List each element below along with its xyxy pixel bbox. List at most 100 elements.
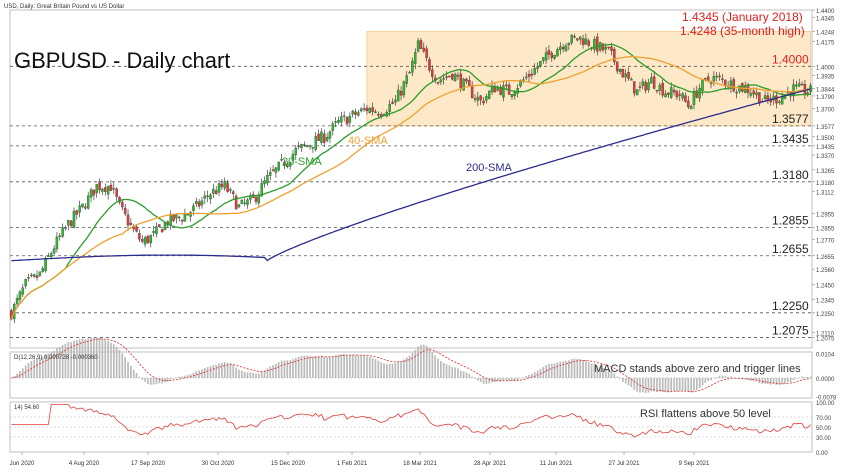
- candle-body: [357, 112, 360, 116]
- candle-body: [206, 195, 209, 198]
- candle-body: [368, 108, 371, 113]
- candle-body: [89, 189, 93, 198]
- candle-body: [101, 188, 104, 192]
- right-tick-label: 1.3844: [816, 87, 835, 93]
- right-tick-label: 1.4000: [816, 65, 835, 71]
- candle-body: [482, 100, 485, 104]
- candle-body: [226, 182, 229, 192]
- candle-body: [428, 59, 431, 71]
- candle-body: [391, 101, 394, 104]
- level-label-1.3180: 1.3180: [772, 168, 809, 182]
- x-tick-label: 4 Aug 2020: [69, 461, 100, 467]
- candle-body: [564, 45, 568, 52]
- x-tick-label: Jun 2020: [10, 461, 35, 467]
- right-tick-label: 1.3577: [816, 125, 835, 131]
- candle-body: [513, 91, 517, 96]
- candle-body: [84, 206, 87, 209]
- candle-body: [641, 81, 645, 86]
- candle-body: [220, 183, 224, 188]
- candle-body: [348, 115, 352, 123]
- rsi-tick-label: 70.00: [816, 416, 832, 422]
- rsi-legend: 14) 54.60: [14, 405, 40, 411]
- candle-body: [362, 108, 366, 110]
- right-tick-label: 1.3370: [816, 154, 835, 160]
- candle-body: [237, 204, 241, 208]
- candle-body: [342, 115, 346, 117]
- candle-body: [155, 226, 158, 235]
- x-tick-label: 27 Jul 2021: [608, 461, 640, 467]
- candle-body: [67, 220, 70, 226]
- candle-body: [664, 93, 667, 98]
- candle-body: [644, 82, 647, 91]
- right-tick-label: 1.2855: [816, 227, 835, 233]
- candle-body: [576, 38, 579, 41]
- candle-body: [291, 153, 295, 161]
- candle-body: [394, 99, 397, 103]
- candle-body: [766, 95, 770, 100]
- candle-body: [624, 73, 627, 78]
- candle-body: [601, 43, 605, 51]
- candle-body: [715, 75, 718, 78]
- candle-body: [374, 111, 377, 113]
- right-tick-label: 1.2560: [816, 268, 835, 274]
- candle-body: [30, 274, 33, 277]
- candle-body: [425, 48, 428, 59]
- candle-body: [288, 161, 292, 167]
- candle-body: [377, 114, 380, 116]
- macd-legend: D(12,26,9) 0.000728 -0.000360: [14, 355, 98, 361]
- right-tick-label: 1.2075: [816, 336, 835, 342]
- candle-body: [257, 194, 261, 204]
- candle-body: [749, 93, 753, 96]
- candle-body: [635, 89, 639, 96]
- candle-body: [510, 94, 514, 97]
- candle-body: [604, 46, 608, 50]
- rsi-tick-label: 100.00: [816, 401, 835, 407]
- candle-body: [721, 78, 724, 80]
- macd-panel-border: [9, 351, 813, 399]
- candle-body: [50, 253, 53, 258]
- candle-body: [203, 195, 207, 199]
- candle-body: [752, 90, 755, 95]
- candle-body: [596, 36, 599, 52]
- candle-body: [530, 73, 534, 76]
- candle-body: [533, 68, 536, 75]
- candle-body: [44, 258, 47, 272]
- annotation-top1: 1.4345 (January 2018): [682, 10, 803, 24]
- candle-body: [578, 36, 582, 40]
- candle-body: [607, 46, 610, 49]
- candle-body: [345, 117, 349, 125]
- candle-body: [675, 91, 679, 98]
- candle-body: [55, 236, 59, 250]
- candle-body: [18, 291, 22, 300]
- candle-body: [570, 34, 573, 44]
- candle-body: [701, 79, 704, 91]
- candle-body: [158, 224, 161, 228]
- x-tick-label: 15 Dec 2020: [271, 461, 306, 467]
- candle-body: [214, 190, 218, 195]
- candle-body: [559, 46, 562, 51]
- candle-body: [567, 43, 571, 45]
- rsi-note: RSI flattens above 50 level: [640, 408, 771, 420]
- right-tick-label: 1.2770: [816, 239, 835, 245]
- level-label-1.3435: 1.3435: [772, 132, 809, 146]
- candle-body: [706, 76, 710, 81]
- candle-body: [755, 92, 758, 96]
- candle-body: [365, 107, 369, 112]
- candle-body: [200, 200, 204, 206]
- candle-body: [419, 40, 423, 49]
- candle-body: [286, 163, 289, 168]
- rsi-tick-label: 30.00: [816, 436, 832, 442]
- candle-body: [388, 103, 391, 112]
- candle-body: [21, 287, 25, 295]
- candle-body: [496, 87, 499, 91]
- rsi-line: [11, 404, 811, 438]
- candle-body: [396, 89, 400, 102]
- candle-body: [141, 239, 144, 242]
- candle-body: [800, 83, 804, 86]
- candle-body: [95, 184, 98, 193]
- candles: [10, 33, 812, 324]
- candle-body: [687, 100, 690, 108]
- candle-body: [775, 95, 778, 104]
- candle-body: [442, 78, 445, 80]
